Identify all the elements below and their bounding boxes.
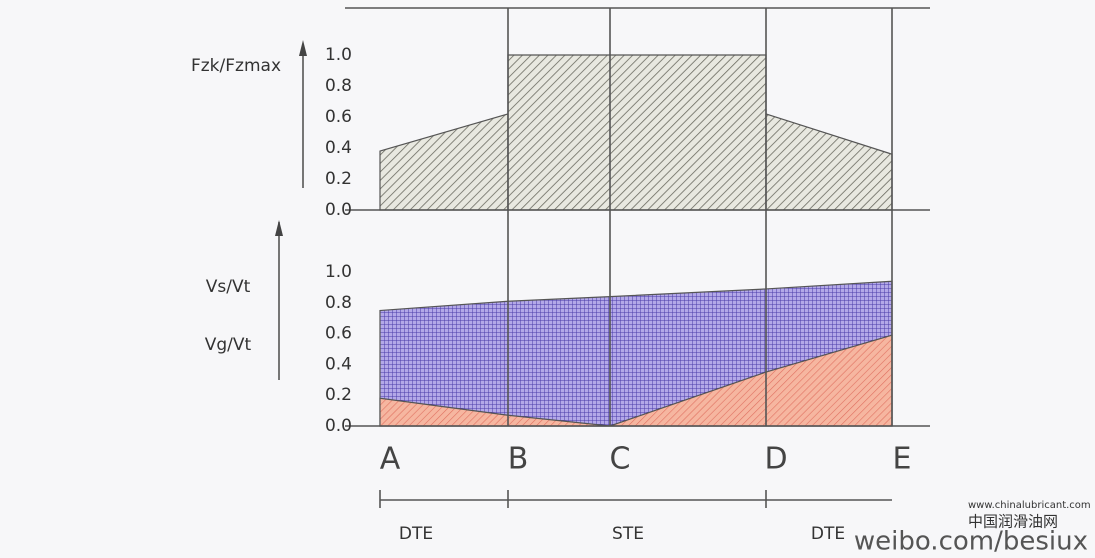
watermark-weibo: weibo.com/besiux [854,527,1088,557]
y-tick-label: 0.0 [325,416,352,436]
axis-arrow [299,40,307,56]
y-tick-label: 0.8 [325,293,352,313]
y-tick-label: 0.6 [325,324,352,344]
y-tick-label: 0.2 [325,169,352,189]
region-label: DTE [811,524,845,544]
y-tick-label: 0.6 [325,107,352,127]
area [765,113,893,211]
area [379,113,509,211]
x-tick-label: C [610,442,631,477]
x-tick-label: B [508,442,529,477]
y-axis-label: Vs/Vt [206,277,251,297]
area [507,54,767,211]
watermark-name: 中国润滑油网 [968,513,1058,531]
x-tick-label: E [893,442,912,477]
axis-arrow [275,220,283,236]
x-tick-label: A [380,442,401,477]
y-axis-label: Vg/Vt [205,335,252,355]
region-label: STE [612,524,644,544]
y-tick-label: 0.2 [325,385,352,405]
y-tick-label: 0.4 [325,354,352,374]
y-tick-label: 0.4 [325,138,352,158]
y-tick-label: 0.8 [325,76,352,96]
y-tick-label: 1.0 [325,45,352,65]
watermark-site: www.chinalubricant.com [968,500,1091,511]
y-tick-label: 0.0 [325,200,352,220]
y-tick-label: 1.0 [325,262,352,282]
x-tick-label: D [764,442,787,477]
region-label: DTE [399,524,433,544]
y-axis-label: Fzk/Fzmax [191,56,281,76]
